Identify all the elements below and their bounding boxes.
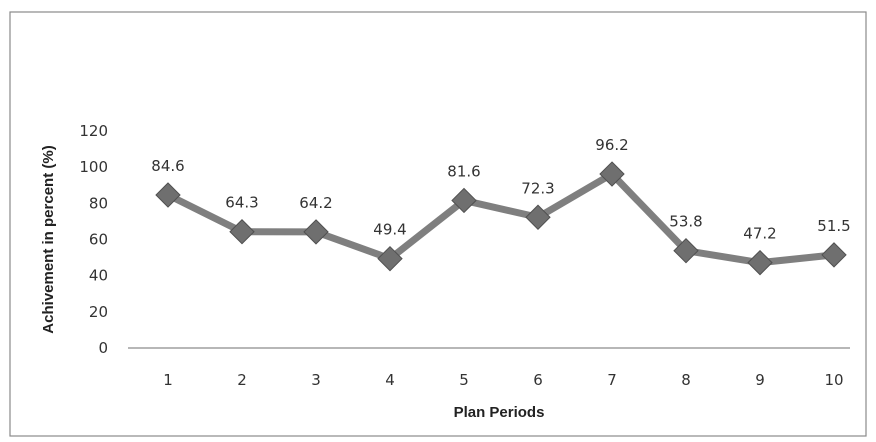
x-tick-label: 4 [385,371,395,389]
data-label: 81.6 [447,162,480,180]
diamond-marker [821,242,847,268]
x-tick-label: 1 [163,371,173,389]
x-axis-title: Plan Periods [454,404,545,421]
x-tick-label: 5 [459,371,469,389]
data-label: 51.5 [817,217,850,235]
y-tick-label: 100 [79,158,108,176]
y-tick-label: 80 [89,194,108,212]
data-label: 72.3 [521,179,554,197]
data-label: 49.4 [373,221,406,239]
data-label: 47.2 [743,225,776,243]
y-tick-label: 120 [79,122,108,140]
data-label: 96.2 [595,136,628,154]
x-tick-label: 9 [755,371,765,389]
y-axis-title: Achivement in percent (%) [40,145,57,333]
diamond-marker [525,204,551,230]
series-line [164,170,838,267]
series [164,170,838,267]
diamond-marker [377,245,403,272]
diamond-marker [451,187,477,214]
data-labels: 84.6 64.3 64.2 49.4 81.6 72.3 96.2 53.8 47.2 51.5 [151,136,850,243]
y-tick-label: 60 [89,231,108,249]
x-tick-label: 10 [824,371,843,389]
x-tick-label: 6 [533,371,543,389]
diamond-marker [599,161,625,187]
x-tick-label: 7 [607,371,617,389]
x-tick-label: 3 [311,371,321,389]
tick-labels: 0 20 40 60 80 100 120 1 2 3 4 5 6 7 8 9 10 [79,122,843,389]
data-label: 64.3 [225,194,258,212]
x-tick-label: 8 [681,371,691,389]
x-tick-label: 2 [237,371,247,389]
diamond-marker [747,249,773,276]
y-tick-label: 0 [98,339,108,357]
markers [155,161,847,276]
data-label: 53.8 [669,213,702,231]
diamond-marker [155,182,181,208]
diamond-marker [303,219,329,245]
data-label: 84.6 [151,157,184,175]
data-label: 64.2 [299,194,332,212]
y-tick-label: 20 [89,303,108,321]
diamond-marker [673,238,699,264]
diamond-marker [229,219,255,245]
y-tick-label: 40 [89,267,108,285]
